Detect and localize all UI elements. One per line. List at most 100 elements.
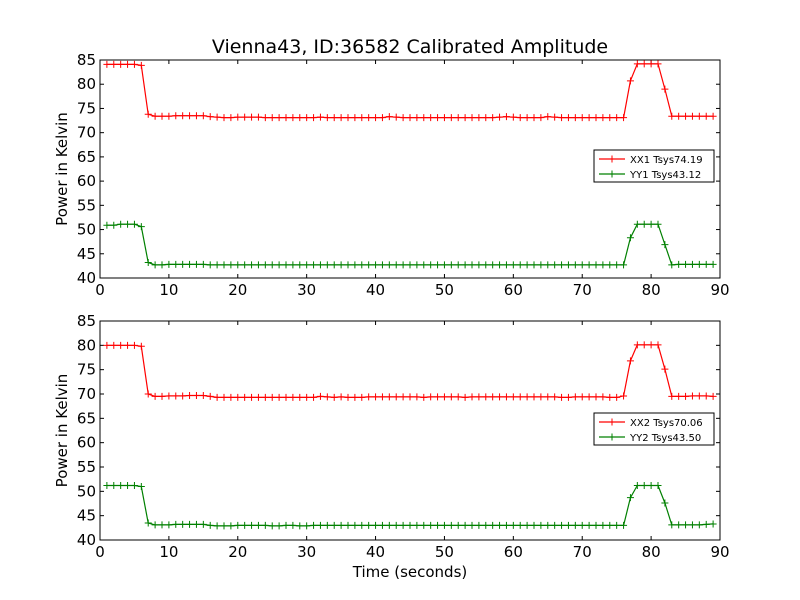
data-point bbox=[199, 112, 207, 120]
data-point bbox=[179, 520, 187, 528]
data-point bbox=[654, 341, 662, 349]
data-point bbox=[440, 521, 448, 529]
data-point bbox=[323, 393, 331, 401]
data-point bbox=[668, 392, 676, 400]
data-point bbox=[564, 521, 572, 529]
x-tick-label: 20 bbox=[228, 281, 247, 299]
data-point bbox=[110, 60, 118, 68]
data-point bbox=[268, 261, 276, 269]
data-point bbox=[661, 365, 669, 373]
chart-title: Vienna43, ID:36582 Calibrated Amplitude bbox=[212, 36, 608, 58]
data-point bbox=[682, 260, 690, 268]
data-point bbox=[124, 220, 132, 228]
data-point bbox=[268, 393, 276, 401]
data-point bbox=[213, 113, 221, 121]
data-point bbox=[509, 393, 517, 401]
data-point bbox=[248, 261, 256, 269]
x-tick-label: 10 bbox=[159, 281, 178, 299]
data-point bbox=[158, 112, 166, 120]
data-point bbox=[234, 393, 242, 401]
data-point bbox=[468, 521, 476, 529]
data-point bbox=[461, 261, 469, 269]
data-point bbox=[647, 481, 655, 489]
x-tick-label: 40 bbox=[366, 281, 385, 299]
data-point bbox=[585, 114, 593, 122]
data-point bbox=[647, 220, 655, 228]
data-point bbox=[440, 261, 448, 269]
data-point bbox=[564, 393, 572, 401]
data-point bbox=[151, 261, 159, 269]
data-point bbox=[489, 114, 497, 122]
data-point bbox=[454, 521, 462, 529]
data-point bbox=[489, 393, 497, 401]
data-point bbox=[289, 521, 297, 529]
data-point bbox=[427, 114, 435, 122]
x-tick-label: 10 bbox=[159, 543, 178, 561]
data-point bbox=[468, 261, 476, 269]
data-point bbox=[179, 112, 187, 120]
legend-entry-label: YY1 Tsys43.12 bbox=[629, 170, 701, 181]
data-point bbox=[399, 261, 407, 269]
data-point bbox=[516, 521, 524, 529]
data-point bbox=[447, 261, 455, 269]
y-tick-label: 40 bbox=[77, 269, 96, 287]
data-point bbox=[688, 112, 696, 120]
data-point bbox=[537, 521, 545, 529]
data-point bbox=[192, 520, 200, 528]
data-point bbox=[199, 260, 207, 268]
x-tick-label: 80 bbox=[642, 543, 661, 561]
data-point bbox=[551, 113, 559, 121]
data-point bbox=[130, 481, 138, 489]
data-point bbox=[578, 261, 586, 269]
data-point bbox=[675, 521, 683, 529]
data-point bbox=[372, 261, 380, 269]
data-point bbox=[117, 341, 125, 349]
data-point bbox=[434, 393, 442, 401]
data-point bbox=[668, 112, 676, 120]
data-point bbox=[406, 114, 414, 122]
data-point bbox=[103, 341, 111, 349]
data-point bbox=[372, 393, 380, 401]
data-point bbox=[227, 261, 235, 269]
x-tick-label: 30 bbox=[297, 543, 316, 561]
data-point bbox=[158, 521, 166, 529]
data-point bbox=[337, 393, 345, 401]
data-point bbox=[647, 60, 655, 68]
data-point bbox=[261, 393, 269, 401]
data-point bbox=[558, 114, 566, 122]
data-point bbox=[316, 521, 324, 529]
data-point bbox=[475, 521, 483, 529]
data-point bbox=[592, 261, 600, 269]
data-point bbox=[502, 521, 510, 529]
x-tick-label: 20 bbox=[228, 543, 247, 561]
data-point bbox=[599, 393, 607, 401]
data-point bbox=[254, 521, 262, 529]
data-point bbox=[709, 520, 717, 528]
data-point bbox=[130, 341, 138, 349]
data-point bbox=[199, 520, 207, 528]
data-point bbox=[289, 114, 297, 122]
data-point bbox=[626, 357, 634, 365]
x-tick-label: 90 bbox=[710, 281, 729, 299]
data-point bbox=[434, 521, 442, 529]
data-point bbox=[124, 60, 132, 68]
data-point bbox=[241, 261, 249, 269]
data-point bbox=[475, 114, 483, 122]
data-point bbox=[606, 521, 614, 529]
data-point bbox=[103, 481, 111, 489]
data-point bbox=[137, 342, 145, 350]
data-point bbox=[399, 521, 407, 529]
legend-entry-label: XX1 Tsys74.19 bbox=[630, 155, 703, 166]
data-point bbox=[378, 393, 386, 401]
data-point bbox=[254, 393, 262, 401]
y-tick-label: 50 bbox=[77, 482, 96, 500]
data-point bbox=[385, 393, 393, 401]
data-point bbox=[137, 223, 145, 231]
data-point bbox=[124, 481, 132, 489]
data-point bbox=[165, 260, 173, 268]
data-point bbox=[358, 393, 366, 401]
x-tick-label: 50 bbox=[435, 543, 454, 561]
data-point bbox=[227, 114, 235, 122]
data-point bbox=[344, 261, 352, 269]
data-point bbox=[337, 261, 345, 269]
